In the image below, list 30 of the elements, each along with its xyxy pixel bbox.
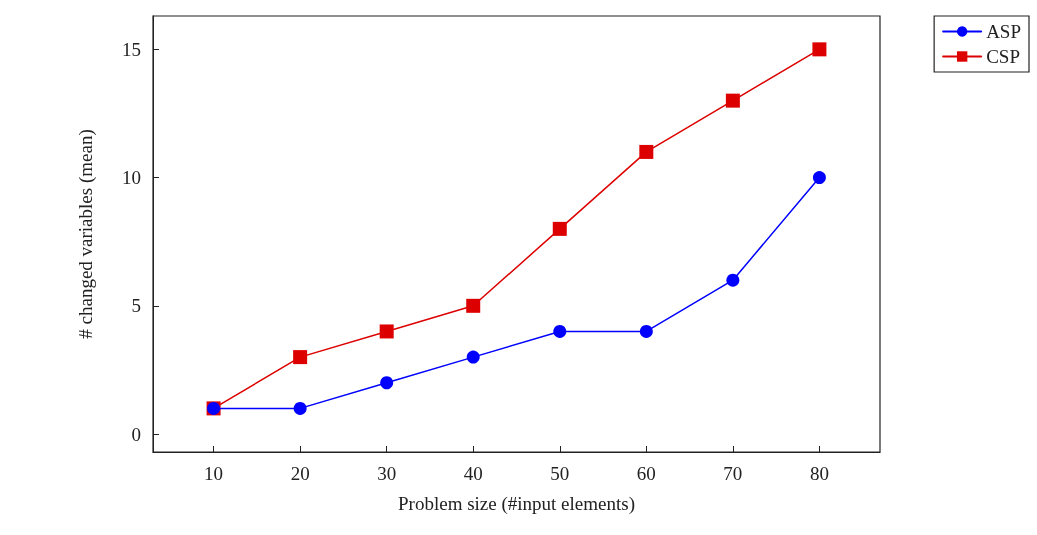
y-axis-title: # changed variables (mean)	[75, 129, 97, 339]
point	[552, 221, 567, 236]
y-tick-label: 10	[122, 167, 141, 189]
x-tick-label: 40	[463, 463, 483, 484]
x-tick-label: 10	[204, 463, 224, 484]
point	[380, 376, 394, 390]
point	[293, 350, 308, 365]
point	[639, 144, 654, 159]
x-tick-label: 20	[290, 463, 310, 484]
point	[553, 324, 567, 338]
point	[725, 93, 740, 108]
point	[293, 401, 307, 415]
point	[379, 324, 394, 339]
point	[726, 273, 740, 287]
point	[466, 298, 481, 313]
legend-label: ASP	[986, 21, 1021, 42]
point	[812, 42, 827, 57]
y-tick-label: 5	[131, 295, 141, 317]
point	[639, 324, 653, 338]
y-tick-label: 0	[131, 423, 141, 445]
x-tick-label: 30	[377, 463, 397, 484]
x-tick-label: 80	[809, 463, 829, 484]
x-tick-label: 70	[723, 463, 743, 484]
x-tick-label: 50	[550, 463, 570, 484]
point	[466, 350, 480, 364]
legend-label: CSP	[986, 46, 1020, 67]
y-tick-label: 15	[122, 38, 141, 60]
point	[812, 171, 826, 185]
x-tick-label: 60	[636, 463, 656, 484]
x-axis-title: Problem size (#input elements)	[398, 493, 635, 515]
